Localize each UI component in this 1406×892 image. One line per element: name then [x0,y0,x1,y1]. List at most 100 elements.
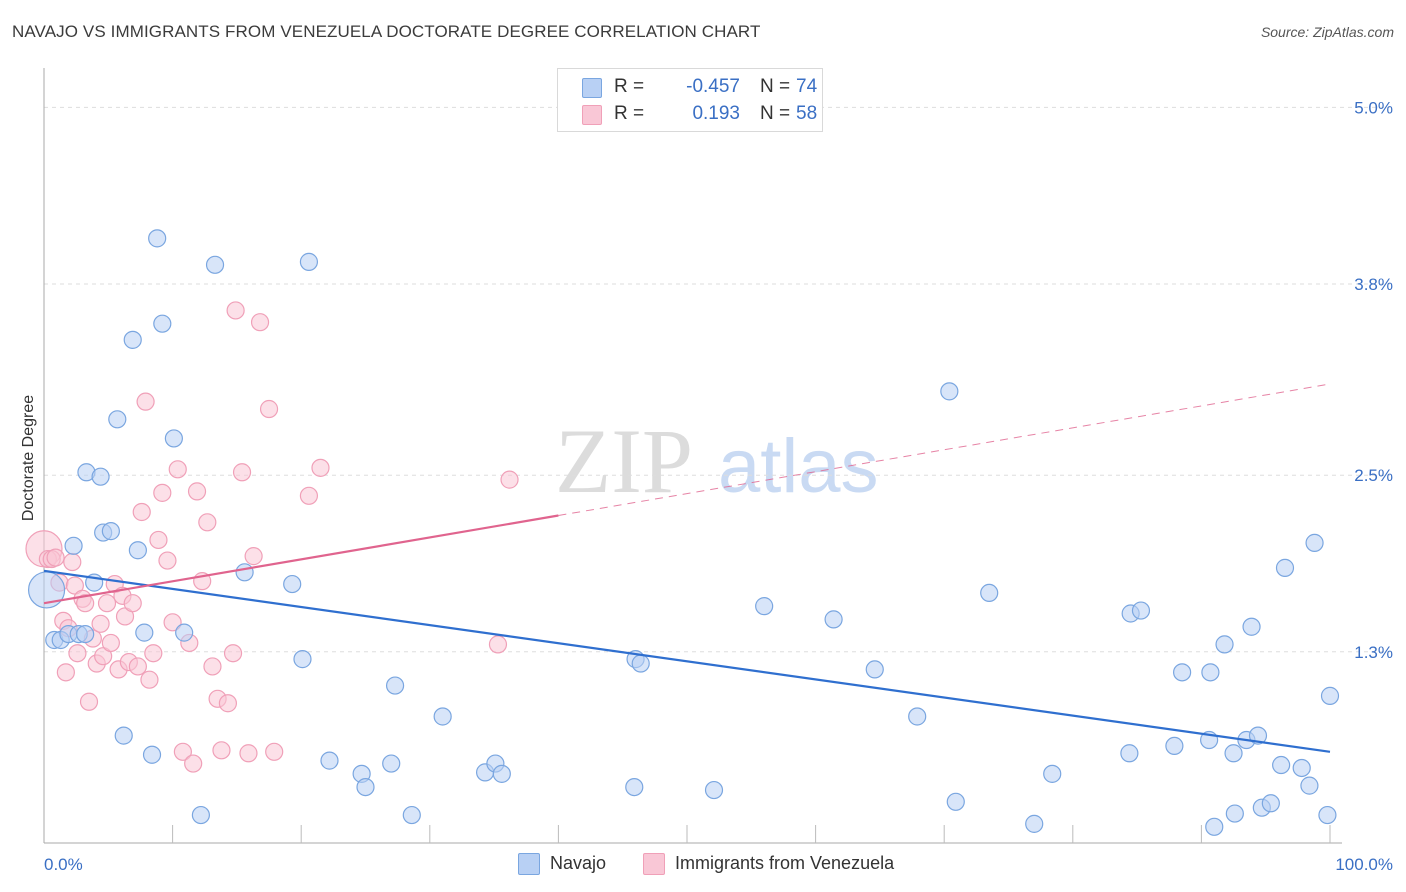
y-tick-label: 1.3% [1354,643,1393,662]
navajo-point [1165,736,1184,756]
x-tick-labels: 0.0% 100.0% [44,855,1393,874]
x-tick-label: 100.0% [1335,855,1393,874]
navajo-point [114,726,133,745]
chart-title: NAVAJO VS IMMIGRANTS FROM VENEZUELA DOCT… [12,22,761,41]
watermark-zip: ZIP [555,410,693,512]
navajo-point [1305,533,1324,552]
venezuela-point [91,614,110,633]
venezuela-point [488,635,508,654]
y-tick-label: 3.8% [1354,275,1393,294]
bottom-navajo-swatch [518,853,540,875]
venezuela-point [149,530,168,550]
navajo-point [1225,804,1244,823]
navajo-point [76,624,95,644]
navajo-point [1120,744,1139,763]
venezuela-point [163,613,182,632]
navajo-point [1131,601,1151,620]
venezuela-point [123,594,142,613]
navajo-point [402,805,421,825]
navajo-point [164,429,183,448]
venezuela-point [101,633,120,653]
venezuela-point [168,460,187,479]
venezuela-point [79,692,99,711]
navajo-point [205,255,225,274]
navajo-point [704,780,724,800]
navajo-point [91,467,110,486]
trend-lines [43,383,1331,753]
navajo-point [64,536,83,555]
venezuela-point [311,458,330,477]
navajo-point [631,654,650,673]
navajo-point [1261,794,1280,813]
navajo-point [1292,758,1311,778]
navajo-point [433,707,452,726]
venezuela-n-label: N = [760,103,791,124]
venezuela-point [223,644,243,663]
venezuela-n-value: 58 [796,103,818,124]
navajo-point [1272,755,1291,775]
venezuela-point [203,657,222,676]
navajo-n-label: N = [760,76,791,97]
venezuela-point [97,594,117,613]
venezuela-point [46,548,65,567]
correlation-legend: R = -0.457 N = 74 R = 0.193 N = 58 [557,68,823,132]
navajo-point [1320,686,1340,705]
venezuela-point [259,399,279,419]
y-axis-label: Doctorate Degree [20,395,37,521]
venezuela-point [132,502,151,522]
x-ticks [172,825,1331,843]
navajo-point [191,805,210,825]
navajo-point [1205,817,1224,836]
navajo-point [175,623,194,642]
venezuela-swatch [582,105,602,125]
navajo-point [148,229,167,248]
navajo-swatch [582,78,602,98]
navajo-point [123,330,142,349]
x-tick-label: 0.0% [44,855,83,874]
venezuela-point [68,644,87,663]
y-tick-label: 2.5% [1354,466,1393,485]
navajo-r-value: -0.457 [686,76,740,97]
venezuela-point [299,486,319,505]
navajo-point [1201,663,1220,682]
venezuela-point [173,742,192,761]
navajo-point [101,522,120,541]
venezuela-point [226,301,245,320]
navajo-point [1215,635,1234,654]
y-tick-label: 5.0% [1354,98,1393,117]
bottom-venezuela-label: Immigrants from Venezuela [675,853,895,873]
navajo-point [293,650,312,669]
navajo-trend-line [43,569,1331,753]
venezuela-trend-extension [558,383,1331,517]
venezuela-point [187,482,207,501]
navajo-point [128,541,147,560]
navajo-point [625,777,644,797]
navajo-point [946,792,965,811]
navajo-point [1248,726,1268,745]
venezuela-point [218,694,237,713]
navajo-point [492,764,511,783]
venezuela-point [184,754,203,773]
navajo-point [824,610,843,629]
venezuela-point [232,463,252,482]
navajo-point [755,597,774,616]
navajo-point [235,563,254,582]
venezuela-trend-line [43,514,559,605]
venezuela-point [500,470,519,489]
navajo-point [1300,776,1319,795]
navajo-point [980,583,999,603]
navajo-point [1318,805,1337,825]
navajo-point [1242,617,1261,636]
venezuela-r-label: R = [614,103,645,124]
venezuela-point [198,513,217,532]
y-tick-labels: 1.3% 2.5% 3.8% 5.0% [1354,98,1393,661]
navajo-point [908,707,927,726]
watermark-atlas: atlas [718,424,879,509]
bottom-venezuela-swatch [643,853,665,875]
venezuela-point [128,657,147,676]
venezuela-point [239,744,258,763]
navajo-point [940,382,959,401]
navajo-point [356,777,375,797]
venezuela-point [144,644,163,663]
venezuela-point [250,313,270,332]
